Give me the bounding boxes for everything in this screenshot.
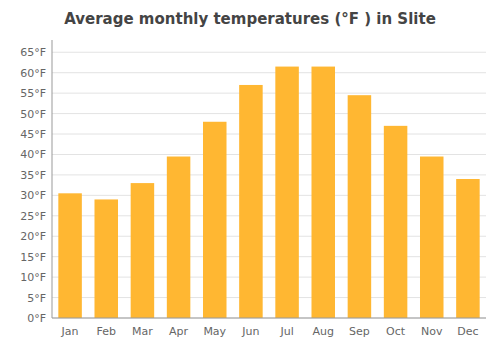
y-tick-label: 45°F xyxy=(20,128,46,141)
y-tick-label: 65°F xyxy=(20,46,46,59)
grid-line xyxy=(52,113,486,114)
chart-container: Average monthly temperatures (°F ) in Sl… xyxy=(0,0,500,350)
bar xyxy=(384,126,408,318)
y-tick-label: 55°F xyxy=(20,87,46,100)
grid-line xyxy=(52,134,486,135)
grid-line xyxy=(52,52,486,53)
y-tick-label: 15°F xyxy=(20,251,46,264)
grid-line xyxy=(52,154,486,155)
grid-line xyxy=(52,72,486,73)
bar xyxy=(311,67,335,318)
x-tick-label: Aug xyxy=(313,325,334,338)
y-axis: 0°F 5°F 10°F 15°F 20°F 25°F 30°F 35°F 40°F 45°F 50… xyxy=(20,46,46,325)
y-tick-label: 20°F xyxy=(20,230,46,243)
bar xyxy=(131,183,155,318)
bar xyxy=(167,157,191,318)
bar xyxy=(203,122,227,318)
title: Average monthly temperatures (°F ) in Sl… xyxy=(64,10,436,28)
bar xyxy=(94,199,118,318)
y-tick-label: 25°F xyxy=(20,210,46,223)
grid xyxy=(52,52,486,318)
x-tick-label: Jul xyxy=(279,325,293,338)
x-tick-label: Dec xyxy=(457,325,478,338)
x-tick-label: Jun xyxy=(241,325,259,338)
grid-line xyxy=(52,318,486,319)
y-tick-label: 30°F xyxy=(20,189,46,202)
x-tick-label: Oct xyxy=(386,325,406,338)
bar xyxy=(239,85,263,318)
bar xyxy=(275,67,299,318)
grid-line xyxy=(52,93,486,94)
y-tick-label: 0°F xyxy=(27,312,46,325)
y-tick-label: 10°F xyxy=(20,271,46,284)
x-tick-label: Feb xyxy=(97,325,116,338)
x-axis-line xyxy=(52,318,486,319)
x-tick-label: Sep xyxy=(349,325,370,338)
bar xyxy=(420,157,444,318)
y-tick-label: 5°F xyxy=(27,292,46,305)
y-tick-label: 35°F xyxy=(20,169,46,182)
bar xyxy=(58,193,82,318)
bars xyxy=(58,67,479,318)
chart: Average monthly temperatures (°F ) in Sl… xyxy=(0,0,500,350)
bar xyxy=(348,95,372,318)
bar xyxy=(456,179,480,318)
y-axis-line xyxy=(52,40,53,318)
x-tick-label: May xyxy=(203,325,226,338)
x-tick-label: Jan xyxy=(61,325,79,338)
x-tick-label: Mar xyxy=(132,325,153,338)
x-axis: Jan Feb Mar Apr May Jun Jul Aug Sep Oct Nov Dec xyxy=(61,325,479,338)
y-tick-label: 60°F xyxy=(20,67,46,80)
y-tick-label: 50°F xyxy=(20,108,46,121)
x-tick-label: Apr xyxy=(169,325,189,338)
y-tick-label: 40°F xyxy=(20,148,46,161)
x-tick-label: Nov xyxy=(421,325,443,338)
